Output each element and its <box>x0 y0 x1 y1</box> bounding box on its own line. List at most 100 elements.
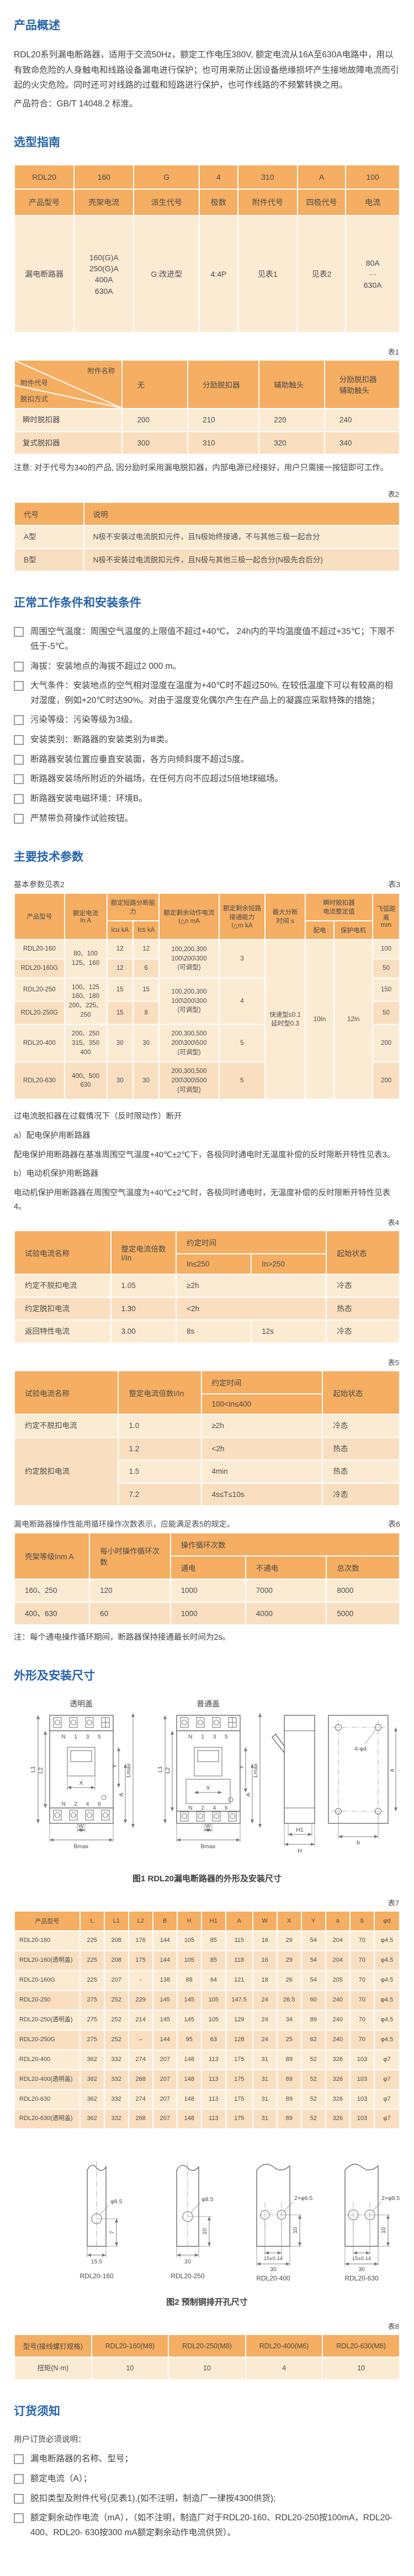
cell: 105 <box>176 1950 202 1971</box>
header-cell: a <box>325 1910 351 1932</box>
cell: φ7 <box>373 2089 401 2110</box>
header-cell: 瞬时脱扣器 电流整定值 <box>304 893 374 922</box>
test-button <box>101 1795 107 1800</box>
ordering-title: 订货须知 <box>14 2405 60 2418</box>
cell: 30 <box>132 1061 160 1101</box>
cell: 100,200,300 100\200\300 (可调型) <box>158 939 220 979</box>
cell: 138 <box>152 1969 178 1991</box>
cell: 147.5 <box>225 1989 253 2011</box>
header-cell: 4 <box>199 164 238 190</box>
cell: 约定脱扣电流 <box>14 1296 112 1321</box>
cell: 332 <box>103 2049 129 2070</box>
cell: φ4.5 <box>373 1950 401 1971</box>
cell: 8 <box>132 1001 160 1026</box>
cell: 52 <box>300 2049 326 2070</box>
width-dim: 30 <box>358 2266 365 2273</box>
dim-a-front: A <box>245 1793 252 1797</box>
section-operating-conditions: 正常工作条件和安装条件 周围空气温度：周围空气温度的上限值不超过+40℃， 24… <box>14 594 400 826</box>
hole-height-dim: 10 <box>292 2227 299 2234</box>
cell: 175 <box>225 2069 253 2090</box>
dim-b: b <box>357 1839 360 1846</box>
cell: 10In <box>304 939 335 1101</box>
overload-text: 过电流脱扣器在过载情况下（反时限动作）断开 <box>14 1112 182 1121</box>
list-item-text: 断路器安装电磁环境：环境B。 <box>30 794 147 804</box>
cell: 175 <box>225 2089 253 2110</box>
cell: 229 <box>128 1989 153 2011</box>
cell: 5 <box>218 1061 266 1101</box>
diagonal-lines <box>15 361 121 408</box>
dim-y: Y <box>112 1764 118 1768</box>
cell: 95 <box>176 2029 202 2051</box>
cell: 252 <box>103 2009 129 2031</box>
cell: 4:4P <box>199 215 238 334</box>
cell: – <box>128 2029 153 2051</box>
table3-label: 表3 <box>388 880 400 889</box>
cell: 300 <box>121 431 189 455</box>
header-cell: L <box>79 1910 105 1932</box>
cell: RDL20-160(透明盖) <box>14 1950 81 1971</box>
cell: N极不安装过电流脱扣元件，且N极始终接通，不与其他三极一起合分 <box>83 525 401 549</box>
cell: 29 <box>276 1930 302 1951</box>
cell: 31 <box>252 2049 278 2070</box>
cell: 240 <box>325 2009 351 2031</box>
list-item: 严禁带负荷操作试验按钮。 <box>14 812 400 827</box>
figure1-caption: 图1 RDL20漏电断路器的外形及安装尺寸 <box>132 1874 282 1884</box>
header-cell: 不通电 <box>245 1555 327 1580</box>
dim-lmax: Lmax <box>125 1763 132 1777</box>
header-cell: 配电 <box>304 920 335 941</box>
table7-label: 表7 <box>388 1899 399 1908</box>
cell: 85 <box>200 1950 226 1971</box>
cell: 362 <box>79 2089 105 2110</box>
cell: 18 <box>252 1969 278 1991</box>
cell: 12 <box>106 939 134 960</box>
cell: 6 <box>132 958 160 979</box>
page-title: 产品概述 <box>14 19 60 32</box>
cell: 200 <box>372 1024 400 1063</box>
cell: 50 <box>372 1001 400 1026</box>
diag-label-mode: 脱扣方式 <box>20 395 49 404</box>
list-item-text: 额定电流（A）； <box>30 2473 92 2483</box>
cell: 62 <box>300 2029 326 2051</box>
cell: 8000 <box>326 1579 400 1603</box>
cell: 220 <box>258 408 325 432</box>
checkbox-icon <box>14 2513 24 2524</box>
cell: 4min <box>200 1459 323 1484</box>
table5-label: 表5 <box>388 1359 399 1367</box>
cell: 12s <box>251 1319 327 1344</box>
conditions-title: 正常工作条件和安装条件 <box>14 597 141 610</box>
cell: 70 <box>349 2009 375 2031</box>
cell: 7000 <box>245 1579 327 1603</box>
cell: φ4.5 <box>373 2029 401 2051</box>
cell: 240 <box>325 2029 351 2051</box>
checkbox-icon <box>14 813 24 824</box>
cell: 89 <box>300 2009 326 2031</box>
header-cell: 操作循环次数 <box>169 1532 401 1557</box>
header-cell: 分励脱扣器 辅助触头 <box>323 359 401 410</box>
cell: 332 <box>103 2108 129 2130</box>
header-cell: 辅助触头 <box>258 359 325 410</box>
cell: 340 <box>323 431 401 455</box>
width-dim: 15.5 <box>91 2258 103 2265</box>
cell: 12In <box>333 939 374 1101</box>
cell: 热态 <box>322 1436 400 1461</box>
width-dim: 30 <box>270 2266 277 2273</box>
torque-table: 型号(接线螺钉规格) RDL20-160(M8) RDL20-250(M8) RDL2… <box>14 2334 400 2380</box>
section-product-overview: 产品概述 RDL20系列漏电断路器，适用于交流50Hz，额定工作电压380V, … <box>14 17 400 111</box>
hole-dia-label: 2×φ8.5 <box>381 2195 400 2202</box>
header-cell: 电流 <box>345 189 400 217</box>
cell: 15 <box>106 977 134 1002</box>
cell: 26.5 <box>276 1989 302 2011</box>
cell: 326 <box>325 2049 351 2070</box>
cell: 冷态 <box>322 1414 400 1438</box>
header-cell: 飞弧距离 mm <box>372 893 400 941</box>
busbar-rdl20-630: 2×φ8.5 10 15±0.14 30 RDL20-630 <box>344 2164 400 2282</box>
cell: RDL20-630 <box>14 2089 81 2110</box>
table8-label: 表8 <box>388 2322 399 2331</box>
main-parameters-table: 产品型号 额定电流 In A 额定短路分断能力 额定剩余动作电流 I△n mA 额定剩余… <box>14 893 400 1101</box>
cell: 89 <box>276 2108 302 2130</box>
mounting-holes-label: 4-φd <box>354 1746 367 1752</box>
cell: 105 <box>200 2009 226 2031</box>
header-cell: 额定短路分断能力 <box>106 893 160 922</box>
cell: 208 <box>103 1930 129 1951</box>
table2-label: 表2 <box>388 490 399 499</box>
